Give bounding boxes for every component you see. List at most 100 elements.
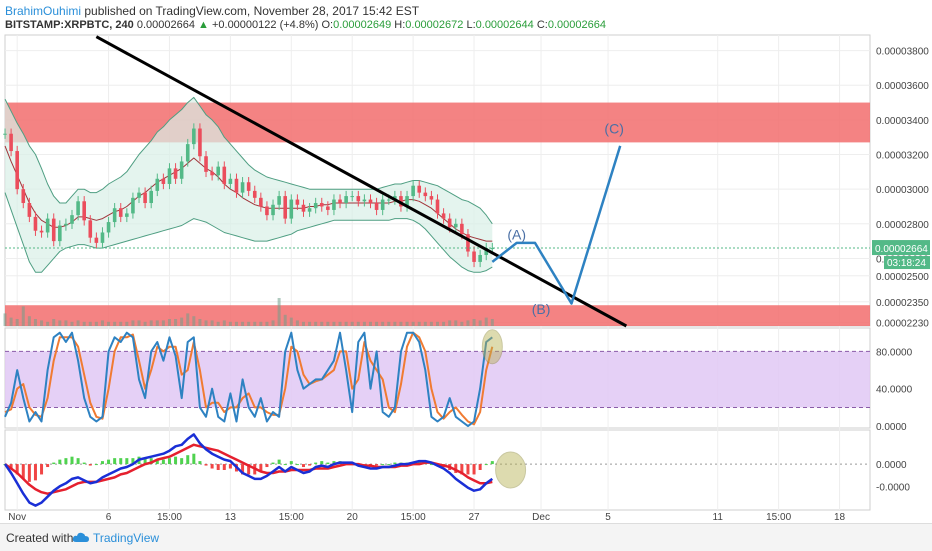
macd-histogram-bar — [308, 464, 312, 466]
volume-bar — [113, 321, 117, 326]
candle-body — [216, 166, 221, 176]
macd-histogram-bar — [119, 458, 123, 465]
macd-histogram-bar — [27, 464, 31, 482]
volume-bar — [387, 321, 391, 326]
macd-histogram-bar — [277, 459, 281, 465]
candle-body — [149, 190, 153, 204]
candle-body — [271, 204, 275, 216]
macd-histogram-bar — [490, 461, 494, 465]
macd-histogram-bar — [295, 464, 299, 466]
created-with-label: Created with — [6, 531, 74, 545]
macd-histogram-bar — [180, 458, 184, 465]
volume-bar — [271, 320, 275, 326]
macd-histogram-bar — [241, 464, 245, 475]
low-label: L: — [466, 19, 476, 31]
candle-body — [319, 203, 324, 207]
volume-bar — [338, 321, 342, 326]
candle-body — [447, 218, 452, 228]
candle-body — [490, 248, 495, 250]
tradingview-brand-link[interactable]: TradingView — [93, 531, 160, 545]
volume-bar — [472, 319, 476, 326]
volume-bar — [137, 320, 141, 326]
macd-histogram-bar — [70, 456, 74, 465]
volume-bar — [277, 298, 281, 326]
candle-body — [423, 192, 428, 197]
open-value: 0.00002649 — [333, 19, 392, 31]
volume-bar — [64, 320, 68, 326]
candle-body — [192, 128, 196, 145]
volume-bar — [466, 320, 470, 326]
candle-body — [338, 199, 342, 204]
candle-body — [185, 144, 190, 162]
candle-body — [64, 223, 68, 226]
macd-histogram-bar — [259, 464, 263, 472]
macd-histogram-bar — [192, 453, 196, 465]
candle-body — [417, 185, 422, 193]
price-tick-label: 0.00003800 — [876, 47, 929, 58]
macd-histogram-bar — [33, 464, 37, 481]
volume-bar — [436, 321, 439, 326]
chart-header: BrahimOuhimi published on TradingView.co… — [0, 0, 932, 34]
candle-body — [45, 218, 50, 233]
volume-bar — [301, 321, 305, 326]
footer-bar: Created with TradingView — [0, 523, 932, 551]
candle-body — [112, 208, 117, 223]
volume-bar — [283, 314, 287, 326]
candle-body — [326, 206, 330, 210]
macd-histogram-bar — [40, 464, 44, 475]
macd-histogram-bar — [82, 462, 86, 465]
volume-bar — [3, 313, 7, 326]
candle-body — [118, 208, 123, 217]
bollinger-upper-line — [4, 96, 493, 225]
macd-histogram-bar — [460, 464, 464, 475]
volume-bar — [490, 319, 494, 326]
volume-bar — [289, 317, 293, 326]
price-chart[interactable]: (A) (B) (C) 0.00003800 0.00003600 0.00003400 0… — [0, 33, 932, 523]
macd-histogram-bar — [247, 464, 251, 475]
pane-frame-2 — [4, 429, 871, 511]
candle-body — [155, 178, 160, 191]
volume-bar — [405, 321, 409, 326]
candle-body — [283, 196, 288, 219]
volume-bar — [82, 321, 86, 326]
candle-body — [222, 166, 227, 184]
candle-body — [179, 161, 184, 179]
macd-histogram-bar — [454, 464, 458, 473]
volume-bar — [265, 321, 269, 326]
macd-histogram-bar — [429, 464, 433, 466]
last-price-badge-label: 0.00002664 — [875, 244, 928, 255]
candle-body — [472, 251, 476, 262]
volume-bar — [423, 321, 427, 326]
macd-histogram-bar — [466, 464, 470, 475]
symbol-name[interactable]: BITSTAMP:XRPBTC, 240 — [5, 19, 134, 31]
volume-bar — [174, 319, 178, 326]
macd-tick-label: -0.0000 — [876, 482, 910, 493]
volume-bar — [259, 321, 263, 326]
macd-histogram-bar — [58, 459, 62, 465]
price-tick-label: 0.00002500 — [876, 272, 929, 283]
volume-bar — [94, 321, 98, 326]
candle-body — [301, 204, 306, 212]
volume-bar — [125, 321, 129, 326]
candle-body — [246, 182, 251, 191]
time-tick-label: 13 — [225, 512, 237, 523]
macd-histogram-bar — [301, 464, 305, 468]
price-tick-label: 0.00002800 — [876, 220, 929, 231]
author-link[interactable]: BrahimOuhimi — [5, 4, 82, 18]
candle-body — [204, 156, 208, 172]
macd-histogram-bar — [21, 464, 25, 479]
candle-body — [393, 196, 397, 200]
macd-histogram-bar — [417, 461, 421, 465]
macd-histogram-bar — [15, 464, 19, 475]
volume-bar — [9, 317, 13, 326]
candle-body — [161, 178, 166, 184]
volume-bar — [454, 320, 458, 326]
time-tick-label: Dec — [532, 512, 550, 523]
volume-bar — [27, 316, 31, 326]
candle-body — [484, 248, 489, 255]
volume-bar — [332, 321, 336, 326]
macd-histogram-bar — [113, 458, 117, 465]
volume-bar — [478, 320, 482, 326]
volume-bar — [198, 319, 202, 326]
stoch-tick-label: 80.0000 — [876, 347, 913, 358]
